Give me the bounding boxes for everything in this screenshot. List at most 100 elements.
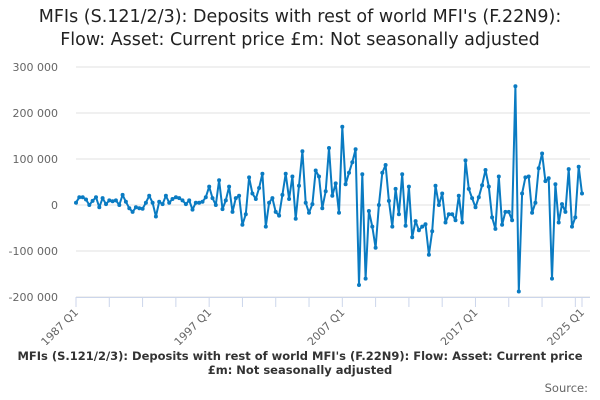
data-point [436,203,441,207]
data-point [360,172,365,177]
data-point [380,170,385,175]
data-point [157,199,162,204]
data-point [183,202,188,207]
data-point [486,184,491,189]
data-point [450,212,455,217]
data-point [207,184,212,189]
data-point [317,174,321,179]
data-point [327,146,331,150]
data-point [290,174,295,179]
data-point [80,195,85,200]
data-point [137,206,142,211]
x-axis: 1987 Q1 1997 Q1 2007 Q1 2017 Q1 2025 Q1 [39,297,590,345]
x-tick-label: 2025 Q1 [545,306,588,345]
data-point [540,151,545,156]
data-point [297,183,301,188]
data-point [413,219,418,224]
data-point [490,215,495,220]
y-tick-label: 200 000 [13,107,59,120]
data-point [180,198,185,203]
series-line [75,85,583,293]
data-point [220,207,225,212]
data-point [347,170,351,175]
data-point [483,168,488,172]
data-point [273,209,278,214]
data-point [257,186,262,190]
data-point [153,214,158,219]
data-point [573,215,578,220]
data-point [253,197,258,201]
data-point [100,196,105,201]
x-tick-label: 1987 Q1 [39,306,82,345]
data-point [333,181,338,186]
data-point [300,149,305,154]
data-point [237,193,242,198]
data-point [466,186,471,191]
x-tick-label: 2007 Q1 [305,306,348,345]
data-point [130,209,135,214]
data-point [503,209,508,214]
y-tick-label: 100 000 [13,153,59,166]
data-point [476,195,481,200]
data-point [530,210,535,215]
data-point [570,224,574,229]
data-point [107,198,112,203]
data-point [516,289,521,294]
data-point [453,218,458,223]
data-point [533,200,538,205]
data-point [230,209,235,214]
data-point [510,218,515,223]
data-point [117,203,122,207]
data-point [460,220,465,225]
data-point [170,197,175,201]
data-point [143,200,148,205]
data-point [423,222,428,227]
data-point [513,84,518,89]
data-point [313,168,318,173]
data-point [160,202,165,207]
data-point [376,203,381,207]
x-tick-label: 1997 Q1 [172,306,215,345]
data-point [267,200,272,205]
data-point [227,184,232,189]
data-point [113,198,118,203]
data-point [440,191,445,196]
data-point [287,197,292,201]
data-point [410,235,415,240]
data-point [433,183,438,188]
data-point [94,195,98,200]
data-point [526,174,531,179]
data-point [277,213,282,218]
data-point [536,166,541,171]
line-chart: 300 000 200 000 100 000 0 -100 000 -200 000 1… [9,61,590,345]
data-point [366,209,371,213]
data-point [563,209,568,214]
data-point [197,200,202,205]
data-point [87,203,92,207]
data-point [280,192,285,197]
data-point [363,276,368,281]
data-point [496,174,501,179]
data-point [520,191,525,196]
data-point [420,224,425,229]
data-point [330,193,335,198]
data-point [473,205,478,210]
data-point [123,199,128,204]
data-point [163,193,168,198]
data-point [213,203,218,207]
data-point [456,193,461,198]
data-point [323,189,328,194]
data-point [506,209,511,214]
chart-caption: MFIs (S.121/2/3): Deposits with rest of … [17,349,583,377]
data-point [480,183,485,188]
data-point [90,198,95,203]
data-point [386,198,391,203]
data-point [250,191,255,196]
data-point [343,182,348,187]
data-point [187,198,192,203]
y-tick-label: -100 000 [9,245,58,258]
y-tick-label: -200 000 [9,291,58,304]
data-point [426,252,431,257]
data-point [470,196,475,201]
data-point [217,178,222,183]
